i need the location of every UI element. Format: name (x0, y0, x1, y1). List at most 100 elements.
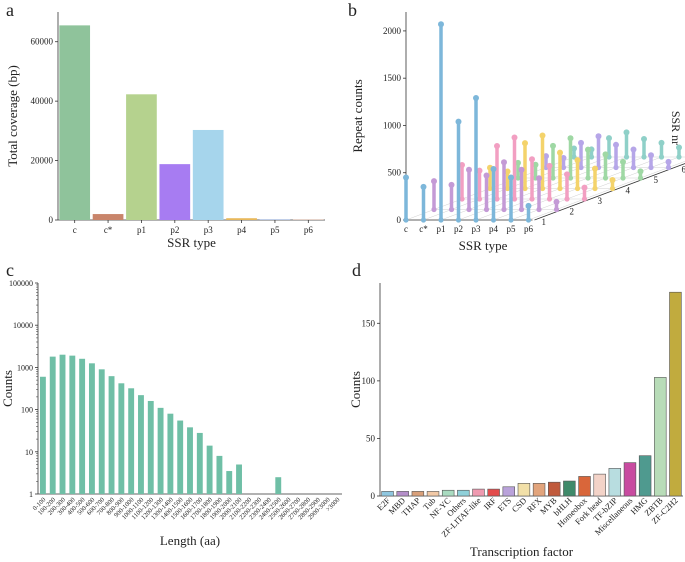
bar-c (108, 376, 115, 494)
lollipop-head-b (557, 149, 563, 156)
lollipop-head-b (560, 155, 567, 162)
y-tick-label-b: 2000 (383, 26, 402, 36)
lollipop-base-b (574, 185, 581, 192)
bar-d-Miscellaneous (623, 462, 637, 497)
lollipop-base-b (648, 164, 654, 171)
x-tick-label-b: p2 (454, 224, 463, 234)
y-tick-label-c: 100 (21, 406, 33, 415)
lollipop-base-b (525, 217, 532, 223)
x-tick-label-a: p4 (237, 225, 247, 235)
lollipop-head-b (476, 167, 483, 174)
lollipop-head-b (648, 152, 654, 159)
x-tick-label-d: CSD (510, 495, 529, 514)
bar-d-IRF (487, 488, 500, 497)
x-tick-label-a: p3 (204, 225, 214, 235)
lollipop-head-b (571, 145, 577, 152)
y-axis-label-b: Repeat counts (350, 79, 365, 152)
bar-d-ZF-C2H2 (669, 291, 682, 497)
lollipop-head-b (431, 178, 437, 185)
lollipop-base-b (637, 175, 644, 181)
lollipop-base-b (494, 196, 500, 202)
lollipop-head-b (606, 135, 612, 142)
y-tick-label-a: 60000 (31, 37, 54, 47)
lollipop-head-b (602, 151, 609, 158)
lollipop-base-b (581, 196, 588, 202)
bar-d-RFX (532, 483, 546, 497)
lollipop-base-b (623, 154, 630, 160)
lollipop-base-b (665, 164, 672, 171)
bar-c (275, 477, 282, 494)
bar-d-Homeobox (578, 476, 591, 497)
x-tick-label-a: c (73, 225, 77, 235)
bar-a-c* (92, 214, 124, 220)
lollipop-base-b (539, 185, 546, 192)
y-tick-label-c: 10 (25, 448, 33, 457)
y-axis-label-c: Counts (0, 370, 15, 407)
lollipop-base-b (455, 217, 462, 223)
bar-d-THAP (411, 491, 425, 497)
y-tick-label-c: 1000 (17, 363, 33, 372)
bar-c (69, 355, 76, 494)
bar-c (118, 383, 125, 494)
panel-b-chart: 0500100015002000cc*p1p2p3p4p5p61234567SS… (350, 12, 685, 253)
lollipop-head-b (522, 140, 528, 147)
lollipop-head-b (532, 161, 539, 168)
lollipop-base-b (609, 185, 616, 192)
x-tick-label-b: c (404, 224, 408, 234)
lollipop-base-b (490, 217, 497, 223)
lollipop-head-b (543, 153, 549, 160)
bar-c (236, 464, 242, 494)
x-axis-label-b: SSR type (459, 238, 508, 253)
lollipop-head-b (620, 158, 626, 165)
bar-c (128, 388, 135, 494)
bar-c (88, 363, 95, 494)
y-tick-label-d: 150 (362, 318, 376, 328)
lollipop-head-b (546, 162, 553, 169)
bar-c (196, 432, 203, 494)
lollipop-base-b (592, 185, 598, 192)
lollipop-base-b (431, 206, 437, 213)
lollipop-head-b (494, 143, 500, 150)
lollipop-head-b (501, 159, 507, 166)
lollipop-head-b (609, 176, 616, 183)
depth-tick-label-b: 3 (598, 196, 603, 206)
lollipop-base-b (438, 217, 444, 223)
bar-c (49, 356, 56, 494)
lollipop-head-b (515, 159, 521, 166)
lollipop-head-b (529, 156, 535, 163)
lollipop-head-b (581, 184, 588, 191)
lollipop-head-b (490, 165, 497, 172)
x-tick-label-b: p6 (524, 224, 534, 234)
depth-axis-b (534, 163, 685, 221)
bar-a-p4 (226, 218, 257, 220)
x-tick-label-b: p4 (489, 224, 499, 234)
lollipop-base-b (518, 206, 525, 213)
depth-tick-label-b: 1 (542, 217, 547, 227)
y-tick-label-d: 0 (371, 491, 376, 501)
y-tick-label-a: 20000 (31, 156, 54, 166)
lollipop-head-b (595, 133, 602, 140)
lollipop-base-b (511, 196, 518, 202)
x-tick-label-d: ETS (495, 495, 513, 513)
x-tick-label-a: p2 (170, 225, 179, 235)
lollipop-base-b (546, 196, 553, 202)
x-axis-label-d: Transcription factor (470, 544, 574, 559)
bar-c (226, 471, 233, 494)
lollipop-head-b (550, 142, 556, 149)
lollipop-base-b (588, 154, 595, 160)
lollipop-head-b (585, 146, 591, 153)
x-tick-label-b: p1 (437, 224, 446, 234)
lollipop-base-b (466, 206, 472, 213)
panel-label-c: c (6, 260, 14, 280)
bar-d-ZF-LITAF-like (472, 488, 485, 497)
lollipop-base-b (560, 164, 567, 171)
bar-d-MBD (396, 491, 409, 497)
x-axis-label-c: Length (aa) (160, 533, 220, 548)
x-tick-label-b: c* (419, 224, 428, 234)
bar-c (216, 455, 223, 494)
lollipop-base-b (522, 185, 528, 192)
lollipop-head-b (473, 95, 479, 102)
lollipop-head-b (665, 158, 672, 165)
lollipop-base-b (553, 206, 560, 213)
y-tick-label-c: 10000 (13, 321, 33, 330)
